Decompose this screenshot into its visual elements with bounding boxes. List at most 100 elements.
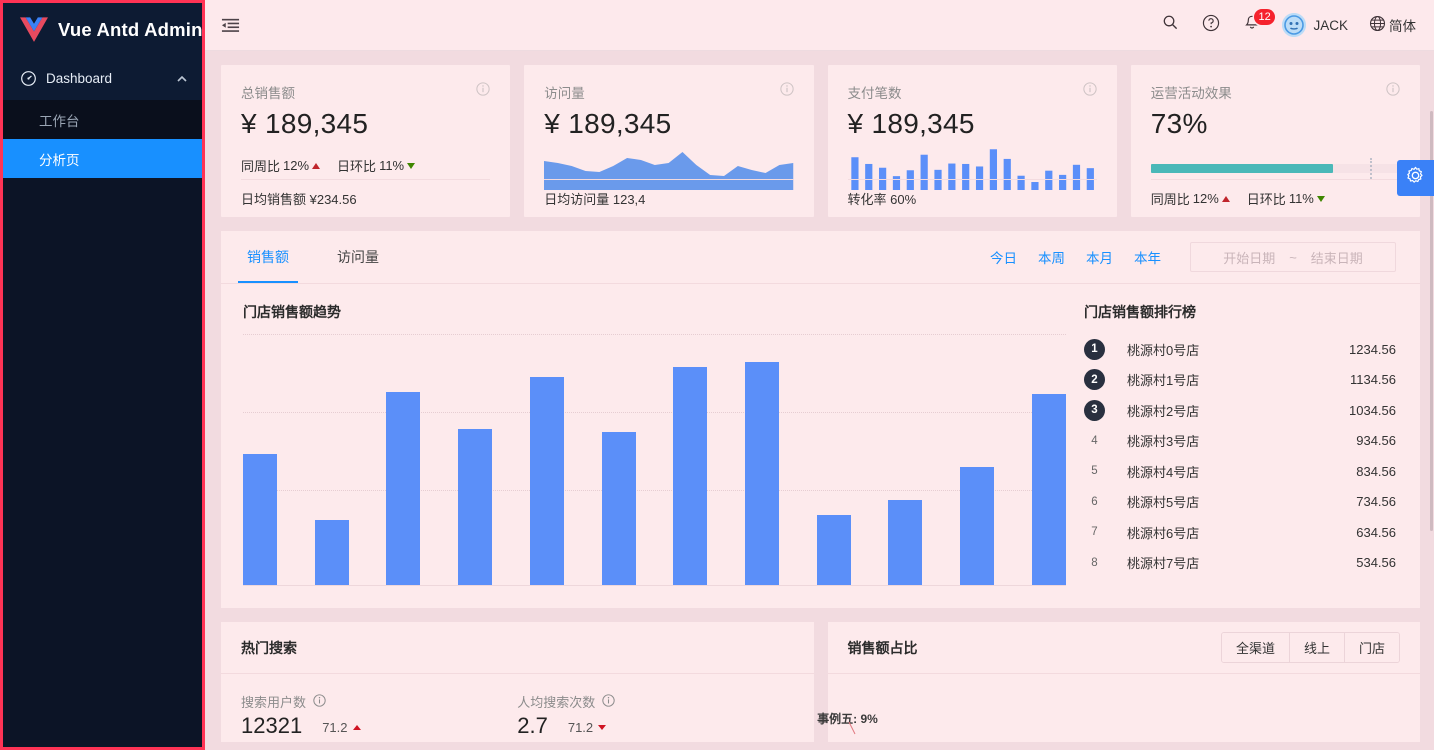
metric-search-per-user: 人均搜索次数 2.7 71.2 [517,692,793,738]
question-circle-icon [1202,14,1220,37]
stat-card-footer: 日均访问量 123,4 [544,179,794,217]
ranking-position: 3 [1084,399,1105,421]
bar [888,499,923,585]
bar [975,166,983,190]
trend-label: 同周比 [241,159,281,174]
bar [386,391,421,585]
store-sales-trend-chart: 门店销售额趋势 [243,302,1066,586]
triangle-up-icon [1221,195,1230,202]
gridline [243,334,1066,335]
info-circle-icon[interactable] [1386,82,1400,96]
metric-search-users: 搜索用户数 12321 71.2 [241,692,517,738]
ranking-row: 6 桃源村5号店 734.56 [1084,487,1396,518]
menu-fold-icon[interactable] [221,16,240,35]
scrollbar-thumb[interactable] [1430,111,1433,531]
sales-share-channel-toggle: 全渠道 线上 门店 [1220,632,1400,663]
stat-card-payments: 支付笔数 ¥ 189,345 转化率 60% [827,65,1117,217]
ranking-row: 1 桃源村0号店 1234.56 [1084,334,1396,365]
info-circle-icon[interactable] [602,693,615,710]
info-circle-icon[interactable] [779,82,794,96]
chevron-up-icon[interactable] [176,73,188,85]
user-name: JACK [1313,17,1348,33]
info-circle-icon[interactable] [1083,82,1097,96]
pie-slice-label: 事例五: 9% [817,712,878,726]
triangle-up-icon [352,725,361,731]
bar [906,170,914,190]
bar [850,157,859,190]
bar [458,429,493,585]
ranking-value: 734.56 [1356,494,1396,510]
channel-store-button[interactable]: 门店 [1343,633,1399,662]
bar [892,176,900,190]
stat-card-value: ¥ 189,345 [544,108,672,139]
bar-chart-plot [243,334,1066,586]
sidebar-logo[interactable]: Vue Antd Admin [3,3,202,57]
ranking-store-name: 桃源村0号店 [1127,342,1200,358]
sidebar-menu: Dashboard 工作台 分析页 [3,57,202,178]
trend-panel-tabs: 销售额 访问量 今日 本周 本月 本年 开始日期 ~ 结束日期 [221,231,1420,284]
language-switcher[interactable]: 简体 [1369,15,1416,35]
sidebar-group-dashboard[interactable]: Dashboard [3,57,202,100]
info-circle-icon[interactable] [476,82,490,96]
sidebar-item-workbench[interactable]: 工作台 [3,100,202,139]
stat-card-middle [544,144,794,190]
settings-fab-button[interactable] [1397,160,1434,196]
quick-link-week[interactable]: 本周 [1038,251,1065,266]
notifications-button[interactable]: 12 [1235,8,1275,42]
notification-badge: 12 [1254,9,1275,25]
trend-row: 同周比 12% 日环比 11% [241,144,490,175]
gridline [243,412,1066,413]
gridline [243,490,1066,491]
quick-link-month[interactable]: 本月 [1086,251,1113,266]
globe-icon [1369,15,1386,35]
sidebar: Vue Antd Admin Dashboard [0,0,205,750]
bar [1016,175,1025,190]
bar [529,376,564,585]
ranking-row: 7 桃源村6号店 634.56 [1084,517,1396,548]
user-menu[interactable]: JACK [1282,13,1348,37]
metric-delta-value: 71.2 [567,720,594,736]
main-area: 12 JACK [205,0,1434,750]
store-sales-ranking: 门店销售额排行榜 1 桃源村0号店 1234.56 2 桃源村1号店 1134.56 3 桃源… [1066,302,1396,586]
bar [601,431,636,585]
bar [947,163,955,190]
sidebar-item-analysis[interactable]: 分析页 [3,139,202,178]
bar [1058,174,1066,190]
ranking-row: 5 桃源村4号店 834.56 [1084,456,1396,487]
channel-online-button[interactable]: 线上 [1288,633,1344,662]
bar [920,154,928,190]
quick-link-year[interactable]: 本年 [1134,251,1161,266]
trend-panel-body: 门店销售额趋势 门店销售额排行榜 1 桃源村0号店 1234.56 2 桃源村1号店 11… [221,284,1420,608]
tab-sales[interactable]: 销售额 [238,231,298,283]
ranking-value: 1234.56 [1349,341,1396,357]
quick-link-today[interactable]: 今日 [990,251,1017,266]
scrollbar-track[interactable] [1430,51,1434,750]
channel-all-button[interactable]: 全渠道 [1221,633,1289,662]
avatar [1282,13,1307,37]
vue-logo-icon [20,17,48,43]
trend-value: 11% [1288,191,1314,206]
ranking-value: 1034.56 [1349,402,1396,418]
search-button[interactable] [1153,8,1187,42]
progress-tick [1370,158,1373,179]
trend-value: 12% [283,158,310,173]
stat-card-header: 运营活动效果 [1151,82,1400,102]
gear-icon [1406,166,1425,190]
tab-visits[interactable]: 访问量 [335,231,381,283]
stat-card-value: 73% [1150,108,1208,139]
triangle-up-icon [312,162,321,169]
ranking-value: 634.56 [1356,524,1396,540]
ranking-store-name: 桃源村1号店 [1127,373,1200,389]
ranking-row: 2 桃源村1号店 1134.56 [1084,365,1396,396]
ranking-store-name: 桃源村2号店 [1127,403,1200,419]
bar [864,163,872,190]
info-circle-icon[interactable] [313,693,326,710]
sales-share-card: 销售额占比 全渠道 线上 门店 事例五: 9% [817,622,1420,742]
metric-value: 2.7 [517,713,548,738]
ranking-position: 2 [1084,369,1105,391]
bar [1003,158,1011,190]
x-axis-line [243,585,1066,586]
help-button[interactable] [1194,8,1228,42]
stat-card-title: 访问量 [544,86,585,101]
date-range-picker[interactable]: 开始日期 ~ 结束日期 [1190,242,1396,272]
